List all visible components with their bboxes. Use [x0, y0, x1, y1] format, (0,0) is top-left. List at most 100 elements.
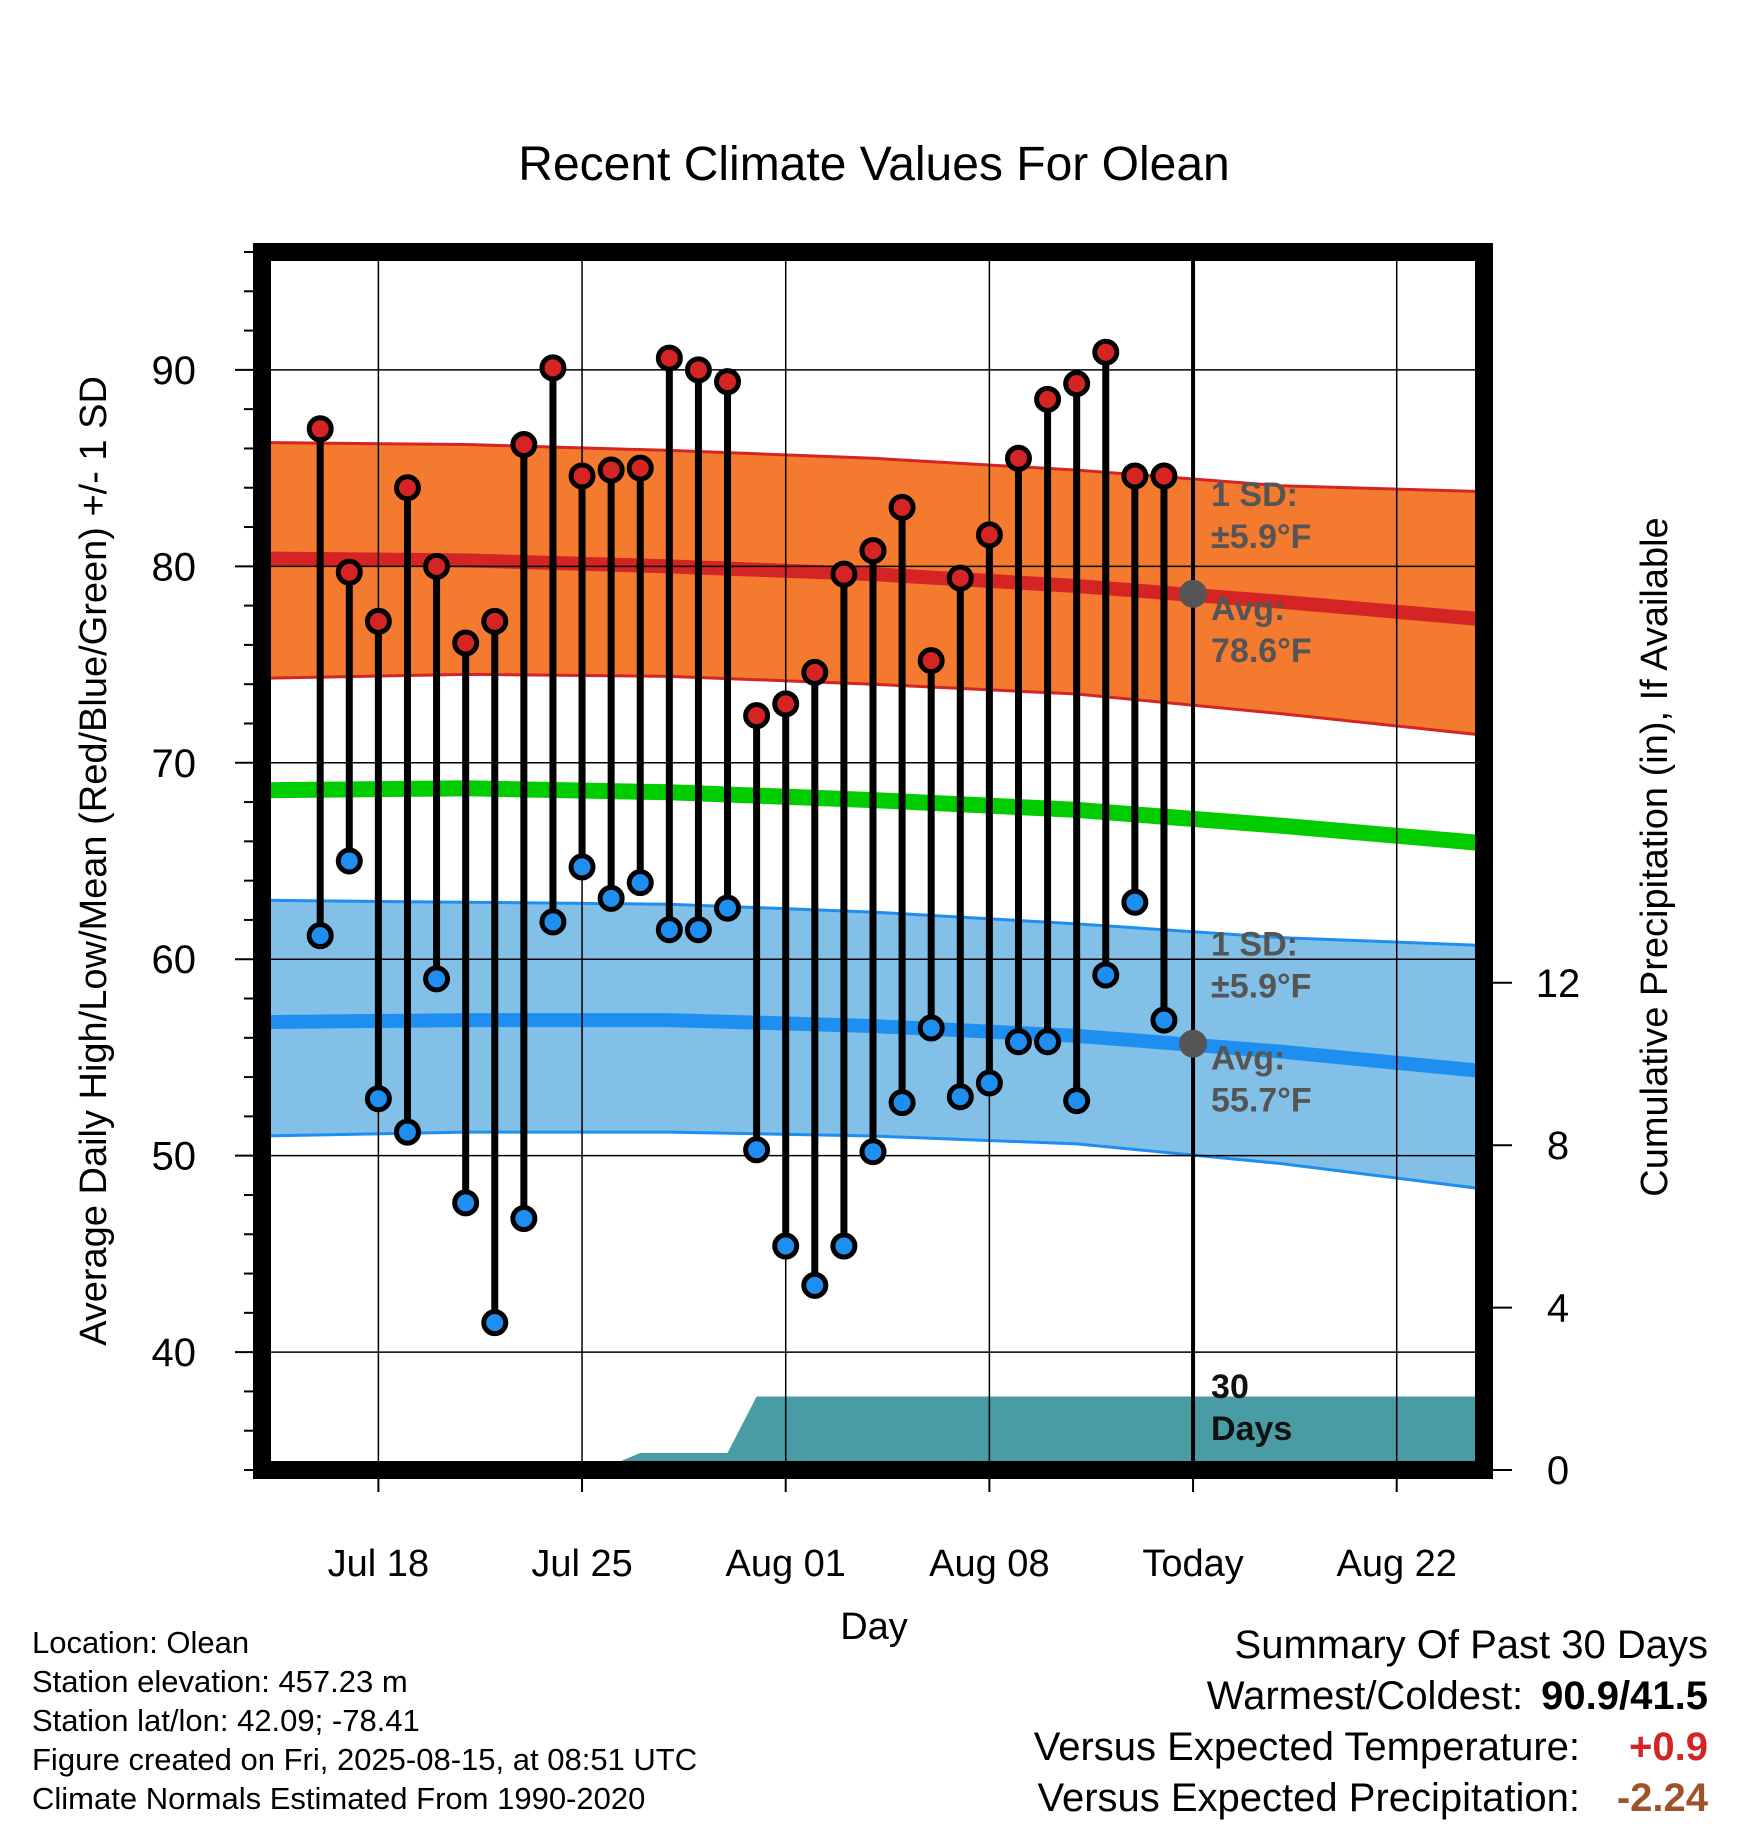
created-text: Figure created on Fri, 2025-08-15, at 08…: [32, 1742, 698, 1777]
daily-high-point: [1121, 462, 1149, 490]
daily-low-point: [364, 1085, 392, 1113]
daily-low-point: [888, 1089, 916, 1117]
daily-high-point: [801, 658, 829, 686]
daily-low-point: [568, 853, 596, 881]
x-tick-label: Jul 18: [328, 1543, 429, 1585]
precip-area: [262, 1396, 1484, 1470]
y-tick-label: 60: [152, 938, 197, 982]
y2-tick-label: 8: [1547, 1124, 1569, 1168]
high-avg-label: Avg:: [1211, 590, 1285, 628]
daily-high-point: [830, 560, 858, 588]
summary-title: Summary Of Past 30 Days: [1234, 1623, 1708, 1667]
daily-low-point: [452, 1189, 480, 1217]
y2-axis-label: Cumulative Precipitation (in), If Availa…: [1634, 517, 1676, 1196]
daily-low-point: [335, 847, 363, 875]
y-tick-label: 90: [152, 349, 197, 393]
warmest-coldest-value: 90.9/41.5: [1541, 1674, 1708, 1718]
daily-high-point: [452, 629, 480, 657]
daily-low-point: [393, 1118, 421, 1146]
daily-low-point: [1150, 1006, 1178, 1034]
low-avg-label: Avg:: [1211, 1040, 1285, 1078]
daily-low-point: [743, 1136, 771, 1164]
y2-tick-label: 0: [1547, 1449, 1569, 1493]
daily-high-point: [597, 456, 625, 484]
daily-high-point: [975, 521, 1003, 549]
high-sd-label: 1 SD:: [1211, 476, 1298, 514]
daily-high-point: [1063, 370, 1091, 398]
daily-high-point: [364, 607, 392, 635]
chart-title: Recent Climate Values For Olean: [518, 138, 1229, 191]
location-text: Location: Olean: [32, 1625, 250, 1660]
today-low-avg-marker: [1179, 1029, 1208, 1058]
daily-low-point: [946, 1083, 974, 1111]
warmest-coldest-label: Warmest/Coldest:: [1206, 1674, 1524, 1718]
daily-high-point: [655, 344, 683, 372]
daily-low-point: [510, 1205, 538, 1233]
today-high-avg-marker: [1179, 579, 1208, 608]
daily-low-point: [975, 1069, 1003, 1097]
daily-low-point: [830, 1232, 858, 1260]
daily-high-point: [946, 564, 974, 592]
daily-low-point: [1004, 1028, 1032, 1056]
temp-value: +0.9: [1629, 1725, 1708, 1769]
daily-high-point: [393, 474, 421, 502]
daily-high-point: [743, 702, 771, 730]
normals-text: Climate Normals Estimated From 1990-2020: [32, 1781, 646, 1816]
daily-high-point: [306, 415, 334, 443]
x-tick-label: Aug 22: [1336, 1543, 1456, 1585]
daily-high-point: [335, 558, 363, 586]
y-tick-label: 80: [152, 545, 197, 589]
daily-high-point: [917, 647, 945, 675]
y-axis-label: Average Daily High/Low/Mean (Red/Blue/Gr…: [73, 376, 115, 1346]
precip-value: -2.24: [1616, 1776, 1708, 1820]
x-tick-label: Jul 25: [531, 1543, 632, 1585]
period-days-label: Days: [1211, 1410, 1292, 1448]
daily-high-point: [888, 493, 916, 521]
summary-panel: Summary Of Past 30 Days Warmest/Coldest:…: [1034, 1620, 1708, 1824]
daily-high-point: [539, 354, 567, 382]
daily-low-point: [655, 916, 683, 944]
x-tick-label: Aug 01: [725, 1543, 845, 1585]
y2-tick-label: 4: [1547, 1287, 1569, 1331]
summary-temp: Versus Expected Temperature: +0.9: [1034, 1722, 1708, 1773]
daily-low-point: [626, 869, 654, 897]
y-tick-label: 50: [152, 1135, 197, 1179]
daily-high-point: [568, 462, 596, 490]
low-sd-value: ±5.9°F: [1211, 968, 1311, 1006]
summary-precip: Versus Expected Precipitation: -2.24: [1034, 1773, 1708, 1824]
daily-high-point: [859, 537, 887, 565]
y-tick-label: 70: [152, 742, 197, 786]
y-tick-label: 40: [152, 1331, 197, 1375]
precip-label: Versus Expected Precipitation:: [1037, 1776, 1580, 1820]
daily-low-point: [859, 1138, 887, 1166]
daily-low-point: [714, 894, 742, 922]
daily-high-point: [772, 690, 800, 718]
daily-high-point: [1150, 462, 1178, 490]
plot-frame: [253, 243, 1493, 1479]
high-sd-upper-edge: [262, 441, 1484, 494]
station-info: Location: Olean Station elevation: 457.2…: [32, 1623, 697, 1818]
daily-low-point: [481, 1309, 509, 1337]
daily-low-point: [306, 922, 334, 950]
period-days-number: 30: [1211, 1368, 1249, 1406]
daily-high-point: [714, 368, 742, 396]
temp-label: Versus Expected Temperature:: [1033, 1725, 1580, 1769]
daily-high-point: [481, 607, 509, 635]
daily-low-point: [801, 1271, 829, 1299]
low-sd-label: 1 SD:: [1211, 926, 1298, 964]
elevation-text: Station elevation: 457.23 m: [32, 1664, 408, 1699]
latlon-text: Station lat/lon: 42.09; -78.41: [32, 1703, 420, 1738]
daily-low-point: [539, 908, 567, 936]
daily-low-point: [1092, 961, 1120, 989]
daily-high-point: [626, 454, 654, 482]
daily-low-point: [1063, 1087, 1091, 1115]
x-tick-label: Aug 08: [929, 1543, 1049, 1585]
daily-high-point: [1004, 444, 1032, 472]
low-avg-value: 55.7°F: [1211, 1082, 1312, 1120]
high-avg-value: 78.6°F: [1211, 632, 1312, 670]
daily-low-point: [597, 884, 625, 912]
x-tick-label: Today: [1142, 1543, 1243, 1585]
summary-warmest-coldest: Warmest/Coldest: 90.9/41.5: [1034, 1671, 1708, 1722]
daily-low-point: [1121, 888, 1149, 916]
